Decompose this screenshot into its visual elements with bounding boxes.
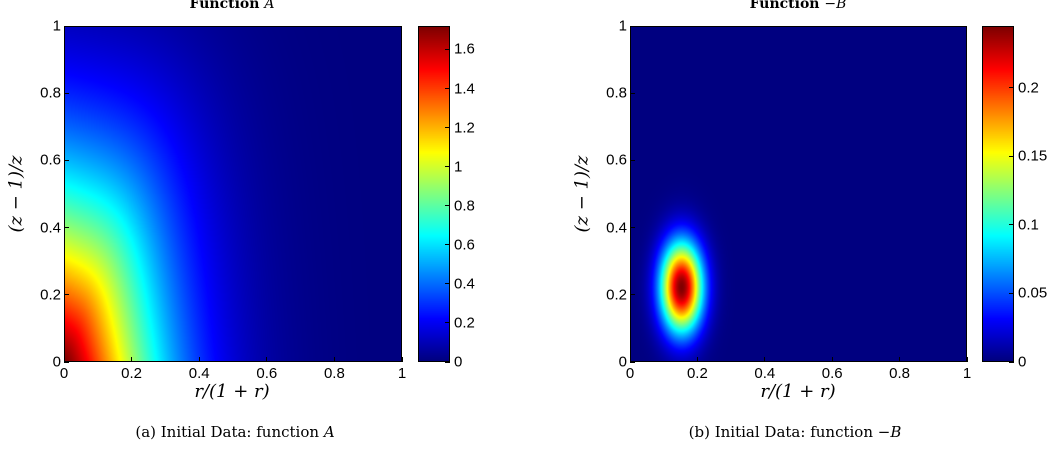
colorbar-tick-label: 0 <box>454 353 463 371</box>
colorbar-tick-label: 0 <box>1018 353 1027 371</box>
colorbar-b <box>982 26 1014 362</box>
y-tick-mark <box>630 25 635 27</box>
colorbar-tick-label: 0.2 <box>1018 79 1039 97</box>
chart-panel-b: Function −B 0 0.2 0.4 0.6 0.8 1 0 0.2 0.4 0.6 0.8… <box>530 0 1060 457</box>
x-tick-label: 0.4 <box>188 365 210 382</box>
y-tick-mark <box>630 361 635 363</box>
heatmap-b <box>630 26 967 362</box>
x-tick-mark <box>629 357 631 362</box>
y-tick-label: 0.4 <box>40 219 61 237</box>
x-tick-label: 0.8 <box>889 365 911 382</box>
x-axis-label: r/(1 + r) <box>760 381 836 402</box>
y-tick-label: 0.4 <box>606 219 627 237</box>
y-tick-label: 1 <box>618 17 627 35</box>
colorbar-tick-label: 1 <box>454 158 463 176</box>
chart-title: Function A <box>189 0 275 12</box>
colorbar-tick-label: 0.15 <box>1018 147 1048 165</box>
y-tick-mark <box>630 227 635 229</box>
x-tick-mark <box>401 357 403 362</box>
x-tick-mark <box>696 357 698 362</box>
y-tick-label: 0.8 <box>40 84 61 102</box>
y-tick-mark <box>64 25 69 27</box>
colorbar-tick-mark <box>1009 292 1014 294</box>
y-tick-label: 0.6 <box>606 151 627 169</box>
chart-title: Function −B <box>749 0 847 12</box>
y-tick-mark <box>630 159 635 161</box>
colorbar-tick-label: 0.1 <box>1018 216 1039 234</box>
colorbar-tick-label: 0.05 <box>1018 284 1048 302</box>
colorbar-tick-mark <box>445 244 450 246</box>
colorbar-tick-label: 1.4 <box>454 80 475 97</box>
colorbar-tick-mark <box>445 205 450 207</box>
x-tick-label: 1 <box>962 365 972 382</box>
colorbar-tick-label: 0.2 <box>454 314 475 332</box>
y-tick-label: 0.2 <box>40 286 61 304</box>
y-tick-mark <box>64 92 69 94</box>
x-tick-mark <box>63 357 65 362</box>
x-tick-label: 0.2 <box>121 365 143 382</box>
colorbar-tick-mark <box>1009 361 1014 363</box>
colorbar-tick-label: 1.6 <box>454 40 475 58</box>
heatmap-a <box>64 26 402 362</box>
colorbar-tick-label: 0.8 <box>454 197 475 215</box>
y-tick-label: 1 <box>52 17 61 35</box>
figure-caption: (b) Initial Data: function −B <box>688 423 902 441</box>
figure-caption: (a) Initial Data: function A <box>135 423 335 441</box>
colorbar-tick-mark <box>1009 87 1014 89</box>
x-tick-label: 0.6 <box>256 365 278 382</box>
y-tick-mark <box>64 294 69 296</box>
x-axis-label: r/(1 + r) <box>194 381 270 402</box>
colorbar-tick-mark <box>445 361 450 363</box>
y-tick-label: 0.6 <box>40 151 61 169</box>
y-tick-mark <box>64 159 69 161</box>
y-tick-label: 0 <box>52 353 61 371</box>
y-tick-label: 0 <box>618 353 627 371</box>
y-tick-mark <box>630 294 635 296</box>
x-tick-mark <box>831 357 833 362</box>
x-tick-mark <box>899 357 901 362</box>
x-tick-label: 1 <box>397 365 407 382</box>
colorbar-tick-mark <box>1009 224 1014 226</box>
x-tick-label: 0.6 <box>821 365 843 382</box>
x-tick-mark <box>966 357 968 362</box>
colorbar-tick-mark <box>445 166 450 168</box>
colorbar-tick-label: 0.6 <box>454 236 475 254</box>
x-tick-label: 0.4 <box>754 365 776 382</box>
x-tick-mark <box>131 357 133 362</box>
colorbar-tick-label: 1.2 <box>454 119 475 137</box>
x-tick-mark <box>764 357 766 362</box>
colorbar-a <box>418 26 450 362</box>
x-tick-label: 0 <box>625 365 635 382</box>
colorbar-tick-label: 0.4 <box>454 275 475 293</box>
y-axis-label: (z − 1)/z <box>571 155 593 233</box>
chart-panel-a: Function A 0 0.2 0.4 0.6 0.8 1 0 0.2 0.4 0.6 0.8 1… <box>5 0 475 441</box>
colorbar-tick-mark <box>445 88 450 89</box>
x-tick-mark <box>198 357 200 362</box>
colorbar-tick-mark <box>445 322 450 324</box>
y-tick-mark <box>64 361 69 363</box>
y-axis-label: (z − 1)/z <box>5 155 27 233</box>
y-tick-mark <box>64 227 69 229</box>
y-tick-label: 0.2 <box>606 286 627 304</box>
y-tick-mark <box>630 92 635 94</box>
x-tick-label: 0.2 <box>686 365 708 382</box>
colorbar-tick-mark <box>445 283 450 285</box>
x-tick-label: 0.8 <box>323 365 345 382</box>
x-tick-mark <box>266 357 268 362</box>
y-tick-label: 0.8 <box>606 84 627 102</box>
colorbar-tick-mark <box>445 127 450 129</box>
colorbar-tick-mark <box>1009 155 1014 157</box>
colorbar-tick-mark <box>445 48 450 50</box>
x-tick-label: 0 <box>59 365 69 382</box>
x-tick-mark <box>333 357 335 362</box>
